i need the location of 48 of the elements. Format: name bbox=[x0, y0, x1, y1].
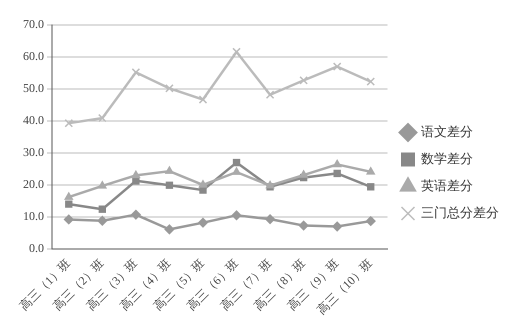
point bbox=[132, 68, 140, 77]
legend-label: 语文差分 bbox=[421, 124, 473, 139]
point bbox=[332, 222, 342, 232]
point bbox=[65, 200, 72, 208]
point bbox=[332, 62, 342, 71]
y-tick-label: 30.0 bbox=[23, 145, 44, 160]
point bbox=[332, 159, 342, 168]
point bbox=[299, 170, 308, 178]
point bbox=[98, 180, 107, 189]
point bbox=[131, 170, 140, 178]
legend-label: 三门总分差分 bbox=[421, 204, 499, 220]
point bbox=[130, 210, 141, 220]
point bbox=[98, 114, 107, 122]
y-tick-label: 50.0 bbox=[23, 81, 44, 96]
y-tick-label: 70.0 bbox=[23, 17, 44, 32]
y-tick-label: 10.0 bbox=[23, 209, 44, 224]
point bbox=[232, 210, 242, 220]
point bbox=[266, 90, 274, 100]
point bbox=[232, 167, 241, 175]
point bbox=[97, 216, 108, 226]
legend-label: 英语差分 bbox=[421, 178, 473, 193]
y-tick-label: 20.0 bbox=[23, 177, 44, 192]
point bbox=[232, 158, 240, 166]
point bbox=[132, 177, 140, 184]
point bbox=[198, 218, 208, 228]
y-tick-label: 40.0 bbox=[23, 113, 44, 128]
point bbox=[367, 183, 374, 191]
point bbox=[366, 216, 376, 226]
point bbox=[64, 214, 74, 224]
point bbox=[64, 118, 74, 128]
point bbox=[164, 224, 174, 234]
point bbox=[165, 166, 174, 174]
point bbox=[64, 192, 74, 200]
point bbox=[299, 76, 308, 85]
point bbox=[265, 214, 276, 224]
point bbox=[366, 166, 376, 175]
point bbox=[166, 182, 174, 189]
point bbox=[165, 84, 174, 93]
point bbox=[333, 170, 341, 178]
y-tick-label: 0.0 bbox=[29, 241, 44, 256]
point bbox=[298, 220, 309, 231]
point bbox=[366, 77, 376, 86]
point bbox=[198, 180, 208, 188]
point bbox=[98, 206, 106, 213]
point bbox=[198, 95, 208, 104]
legend-label: 数学差分 bbox=[421, 150, 473, 166]
point bbox=[266, 180, 274, 188]
y-tick-label: 60.0 bbox=[23, 49, 44, 64]
